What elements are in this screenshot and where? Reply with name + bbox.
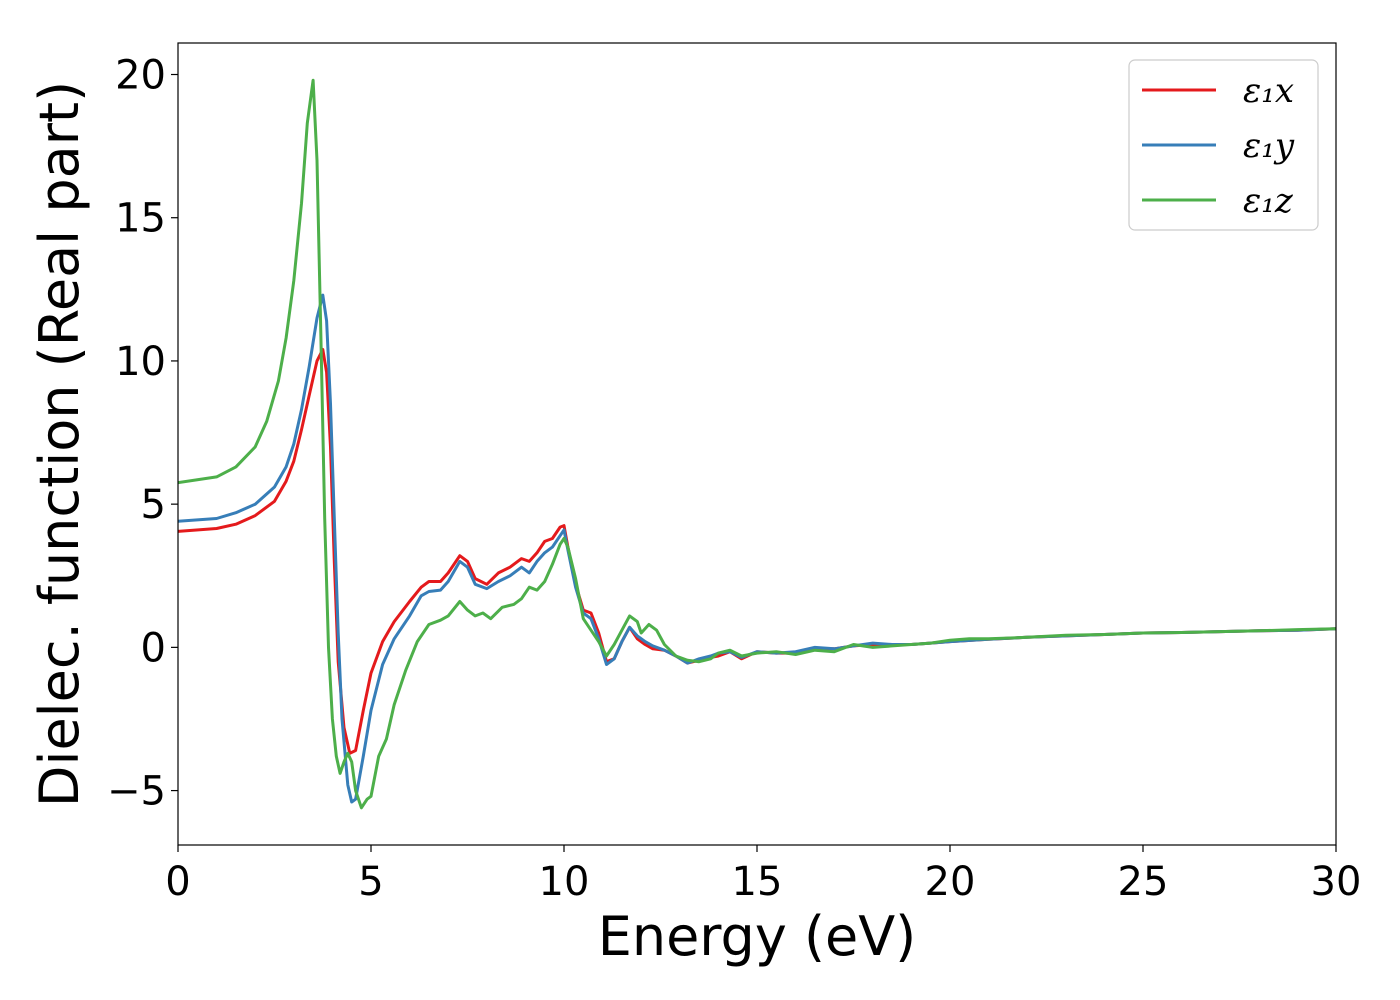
- x-tick-label: 5: [358, 859, 383, 905]
- legend: ε₁x ε₁y ε₁z: [1128, 59, 1319, 231]
- plot-lines: [178, 78, 1336, 810]
- y-tick-label: 15: [115, 196, 166, 242]
- y-tick-label: −5: [107, 769, 166, 815]
- y-tick-label: 10: [115, 339, 166, 385]
- x-tick-label: 15: [732, 859, 783, 905]
- y-tick-label: 5: [141, 482, 166, 528]
- series-line-3: [178, 78, 1336, 810]
- x-tick-label: 25: [1118, 859, 1169, 905]
- x-tick-label: 20: [925, 859, 976, 905]
- y-tick-label: 0: [141, 625, 166, 671]
- x-tick-label: 30: [1311, 859, 1362, 905]
- legend-entry-label: ε₁y: [1243, 126, 1295, 166]
- x-tick-label: 0: [165, 859, 190, 905]
- y-axis-label: Dielec. function (Real part): [28, 81, 91, 807]
- legend-entry-label: ε₁x: [1243, 71, 1294, 111]
- x-tick-label: 10: [539, 859, 590, 905]
- x-axis-label: Energy (eV): [598, 905, 917, 968]
- legend-entry-label: ε₁z: [1243, 181, 1294, 221]
- x-axis: 0 5 10 15 20 25 30: [165, 845, 1361, 905]
- y-tick-label: 20: [115, 53, 166, 99]
- legend-box: [1128, 59, 1319, 231]
- y-axis: −5 0 5 10 15 20: [107, 53, 178, 815]
